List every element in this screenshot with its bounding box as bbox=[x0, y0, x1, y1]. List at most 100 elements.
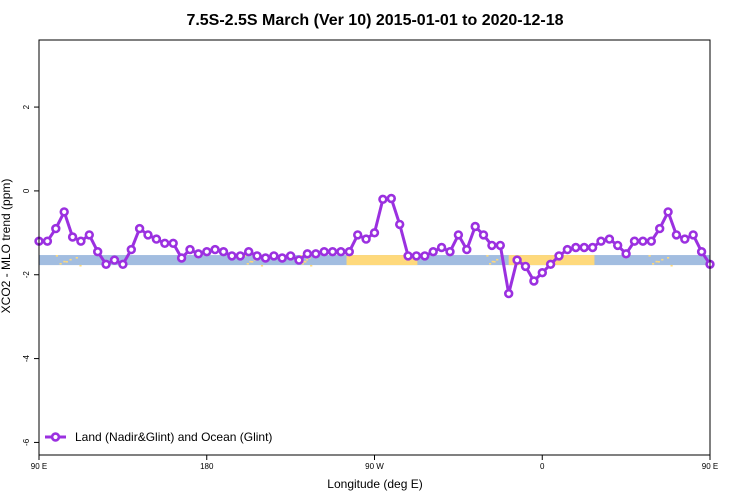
land-speckle bbox=[491, 260, 494, 263]
data-point bbox=[260, 253, 271, 263]
land-speckle bbox=[260, 264, 264, 267]
land-speckle bbox=[305, 258, 308, 261]
data-point bbox=[445, 247, 455, 257]
land-speckle bbox=[493, 261, 496, 263]
data-point bbox=[621, 249, 631, 259]
data-point bbox=[571, 242, 581, 253]
land-speckle bbox=[55, 255, 58, 257]
land-speckle bbox=[249, 260, 252, 263]
data-point bbox=[596, 236, 606, 246]
land-speckle bbox=[657, 261, 660, 263]
data-point bbox=[118, 259, 128, 269]
data-point bbox=[227, 251, 237, 261]
chart-title: 7.5S-2.5S March (Ver 10) 2015-01-01 to 2… bbox=[186, 12, 563, 29]
data-point bbox=[696, 247, 707, 257]
data-point bbox=[680, 234, 690, 244]
x-tick-label: 90 E bbox=[702, 462, 718, 471]
data-point bbox=[378, 194, 388, 205]
land-speckle bbox=[655, 260, 658, 263]
data-point bbox=[202, 247, 212, 257]
y-tick-label: -2 bbox=[22, 271, 31, 279]
data-point bbox=[529, 276, 539, 286]
y-tick-label: 0 bbox=[22, 188, 31, 193]
series-line bbox=[39, 197, 712, 296]
legend-label: Land (Nadir&Glint) and Ocean (Glint) bbox=[75, 430, 272, 444]
data-point bbox=[218, 247, 229, 257]
data-point bbox=[428, 247, 438, 257]
data-point bbox=[453, 230, 464, 240]
land-speckle bbox=[303, 260, 306, 263]
x-tick-label: 0 bbox=[540, 462, 545, 471]
data-point bbox=[436, 242, 447, 253]
data-series bbox=[39, 197, 712, 296]
land-speckle bbox=[244, 255, 247, 257]
data-point bbox=[395, 219, 405, 230]
land-speckle bbox=[246, 263, 249, 265]
data-point bbox=[126, 244, 137, 255]
land-speckle bbox=[299, 255, 303, 257]
data-point bbox=[403, 251, 413, 261]
data-point bbox=[185, 244, 195, 255]
data-point bbox=[151, 234, 162, 244]
data-point bbox=[294, 255, 304, 265]
data-point bbox=[688, 230, 698, 240]
data-point bbox=[210, 244, 220, 255]
data-point bbox=[369, 228, 380, 238]
x-tick-label: 180 bbox=[200, 462, 214, 471]
legend: Land (Nadir&Glint) and Ocean (Glint) bbox=[45, 430, 272, 444]
data-point bbox=[327, 247, 338, 257]
data-points bbox=[34, 193, 715, 299]
data-point bbox=[654, 223, 665, 234]
land-speckle bbox=[251, 261, 254, 263]
land-speckle bbox=[75, 257, 78, 259]
y-tick-label: 2 bbox=[22, 104, 31, 109]
data-point bbox=[311, 249, 321, 259]
data-point bbox=[160, 238, 170, 249]
x-axis: 90 E 180 90 W 0 90 E bbox=[31, 455, 718, 471]
data-point bbox=[470, 221, 480, 232]
land-speckle bbox=[59, 263, 62, 265]
data-point bbox=[277, 253, 287, 263]
data-point bbox=[520, 261, 531, 272]
data-point bbox=[663, 207, 673, 217]
data-point bbox=[336, 247, 346, 257]
data-point bbox=[361, 234, 371, 244]
data-point bbox=[168, 238, 178, 249]
data-point bbox=[143, 230, 153, 240]
data-point bbox=[101, 259, 111, 269]
data-point bbox=[495, 240, 505, 251]
data-point bbox=[193, 249, 204, 259]
data-point bbox=[76, 236, 86, 246]
data-point bbox=[587, 242, 598, 253]
data-point bbox=[504, 288, 514, 299]
data-point bbox=[344, 247, 354, 257]
data-point bbox=[109, 255, 120, 265]
data-point bbox=[319, 247, 329, 257]
data-point bbox=[646, 236, 656, 246]
land-speckle bbox=[661, 258, 664, 261]
data-point bbox=[269, 251, 279, 261]
land-speckle bbox=[301, 263, 304, 265]
data-point bbox=[353, 230, 363, 240]
y-tick-label: -4 bbox=[22, 354, 31, 362]
land-speckle bbox=[486, 255, 489, 257]
x-axis-label: Longitude (deg E) bbox=[327, 477, 422, 491]
x-tick-label: 90 W bbox=[365, 462, 384, 471]
data-point bbox=[512, 255, 522, 265]
land-speckle bbox=[667, 257, 670, 259]
land-band-segment bbox=[346, 255, 418, 266]
legend-marker-swatch bbox=[50, 432, 61, 442]
plot-frame bbox=[38, 39, 711, 456]
land-speckle bbox=[670, 264, 673, 267]
land-speckle bbox=[648, 255, 651, 257]
data-point bbox=[92, 247, 103, 257]
data-point bbox=[638, 236, 648, 246]
data-point bbox=[134, 223, 145, 234]
y-tick-label: -6 bbox=[22, 438, 31, 446]
data-point bbox=[411, 251, 422, 261]
land-speckle bbox=[489, 263, 492, 265]
land-speckle bbox=[69, 258, 72, 261]
y-axis: 2 0 -2 -4 -6 bbox=[22, 104, 39, 446]
data-point bbox=[545, 259, 556, 269]
data-point bbox=[67, 232, 78, 242]
